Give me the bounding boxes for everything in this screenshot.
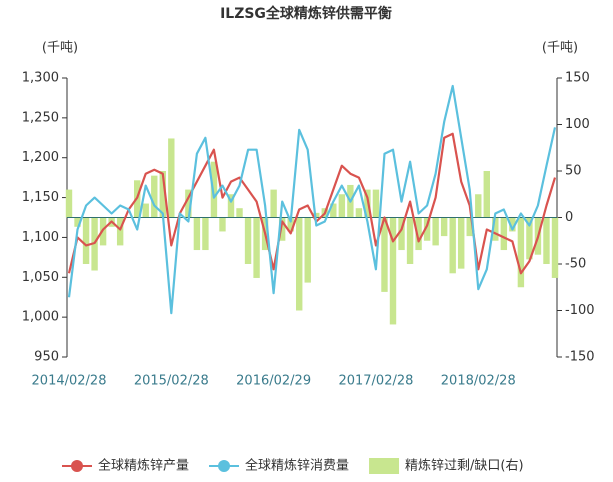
bar [253, 217, 260, 278]
bar [432, 217, 439, 246]
legend-marker [71, 460, 83, 472]
y2-tick-label: -100 [565, 303, 595, 318]
legend-label: 精炼锌过剩/缺口(右) [405, 459, 524, 474]
y2-tick-label: 150 [565, 71, 590, 86]
bar [168, 138, 175, 218]
legend-swatch [369, 458, 400, 474]
y2-tick-label: 100 [565, 117, 590, 132]
bar [296, 217, 303, 311]
x-tick-label: 2014/02/28 [32, 374, 107, 389]
y-tick-label: 1,000 [22, 310, 59, 325]
bar [151, 175, 158, 218]
x-tick-label: 2016/02/29 [236, 374, 311, 389]
bar [304, 217, 311, 283]
y-tick-label: 1,250 [22, 110, 59, 125]
bar [372, 189, 380, 218]
bar [193, 217, 201, 251]
bar [159, 171, 166, 218]
bar [475, 194, 482, 218]
y-tick-label: 950 [34, 350, 59, 365]
bar [551, 217, 559, 278]
bar [406, 217, 414, 264]
legend-label: 全球精炼锌产量 [98, 458, 189, 474]
bar [116, 217, 124, 246]
y-tick-label: 1,300 [22, 71, 59, 86]
y2-axis-label: (千吨) [542, 41, 578, 56]
y-tick-label: 1,200 [22, 150, 59, 165]
bar [313, 212, 320, 218]
bar [355, 208, 363, 218]
bar [492, 217, 499, 241]
x-tick-label: 2018/02/28 [441, 374, 516, 389]
bar [82, 217, 90, 264]
bar [338, 194, 346, 218]
bar [236, 208, 243, 218]
chart-title: ILZSG全球精炼锌供需平衡 [220, 5, 392, 22]
y2-tick-label: 50 [565, 164, 582, 179]
bar [389, 217, 397, 325]
y2-tick-label: -50 [565, 257, 586, 272]
bar [244, 217, 252, 264]
bar [449, 217, 456, 274]
line [67, 84, 557, 315]
bar [202, 217, 209, 251]
bar [415, 217, 422, 251]
x-tick-label: 2015/02/28 [134, 374, 209, 389]
bar [142, 203, 149, 218]
bar [423, 217, 431, 241]
bar [509, 217, 516, 232]
bar [483, 171, 490, 218]
legend-label: 全球精炼锌消费量 [245, 458, 349, 474]
bar [381, 217, 388, 292]
bar [65, 189, 73, 218]
bar [440, 217, 448, 237]
bar [227, 194, 235, 218]
bar [517, 217, 525, 288]
bar [210, 161, 218, 218]
bar [526, 217, 533, 260]
x-tick-label: 2017/02/28 [338, 374, 413, 389]
y-tick-label: 1,150 [22, 190, 59, 205]
bar [543, 217, 550, 264]
y-tick-label: 1,100 [22, 230, 59, 245]
bar [185, 189, 192, 218]
bar [287, 217, 294, 232]
y2-tick-label: -150 [565, 350, 595, 365]
bar [466, 217, 473, 237]
bar [330, 203, 337, 218]
y-tick-label: 1,050 [22, 270, 59, 285]
legend-marker [218, 460, 231, 472]
bar [278, 217, 286, 241]
bar [270, 189, 277, 218]
bar [458, 217, 465, 269]
bar [398, 217, 405, 251]
bar [219, 217, 226, 232]
bar [500, 217, 508, 251]
bar [74, 217, 81, 227]
y2-tick-label: 0 [565, 210, 573, 225]
y-axis-label: (千吨) [42, 41, 78, 56]
